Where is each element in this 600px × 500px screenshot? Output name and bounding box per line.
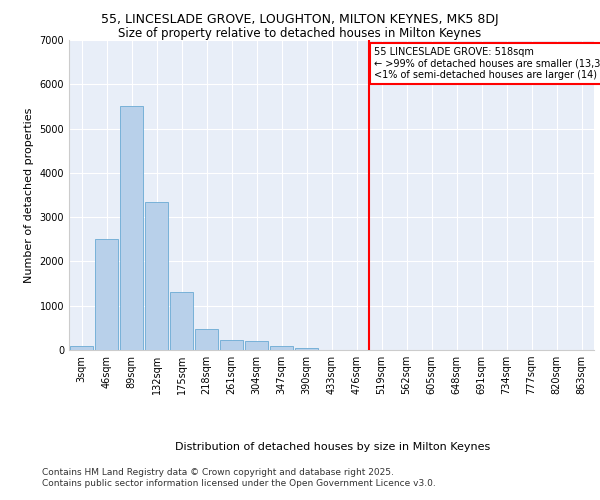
Bar bbox=[119, 106, 143, 350]
Text: 55, LINCESLADE GROVE, LOUGHTON, MILTON KEYNES, MK5 8DJ: 55, LINCESLADE GROVE, LOUGHTON, MILTON K… bbox=[101, 12, 499, 26]
Text: 55 LINCESLADE GROVE: 518sqm
← >99% of detached houses are smaller (13,374)
<1% o: 55 LINCESLADE GROVE: 518sqm ← >99% of de… bbox=[374, 46, 600, 80]
Text: Contains HM Land Registry data © Crown copyright and database right 2025.
Contai: Contains HM Land Registry data © Crown c… bbox=[42, 468, 436, 487]
Bar bbox=[170, 292, 193, 350]
Bar bbox=[269, 346, 293, 350]
Bar bbox=[220, 340, 244, 350]
Y-axis label: Number of detached properties: Number of detached properties bbox=[24, 108, 34, 282]
Bar bbox=[194, 328, 218, 350]
Bar bbox=[145, 202, 169, 350]
Bar bbox=[295, 348, 319, 350]
Text: Distribution of detached houses by size in Milton Keynes: Distribution of detached houses by size … bbox=[175, 442, 491, 452]
Text: Size of property relative to detached houses in Milton Keynes: Size of property relative to detached ho… bbox=[118, 28, 482, 40]
Bar bbox=[95, 240, 118, 350]
Bar bbox=[70, 346, 94, 350]
Bar bbox=[245, 341, 268, 350]
